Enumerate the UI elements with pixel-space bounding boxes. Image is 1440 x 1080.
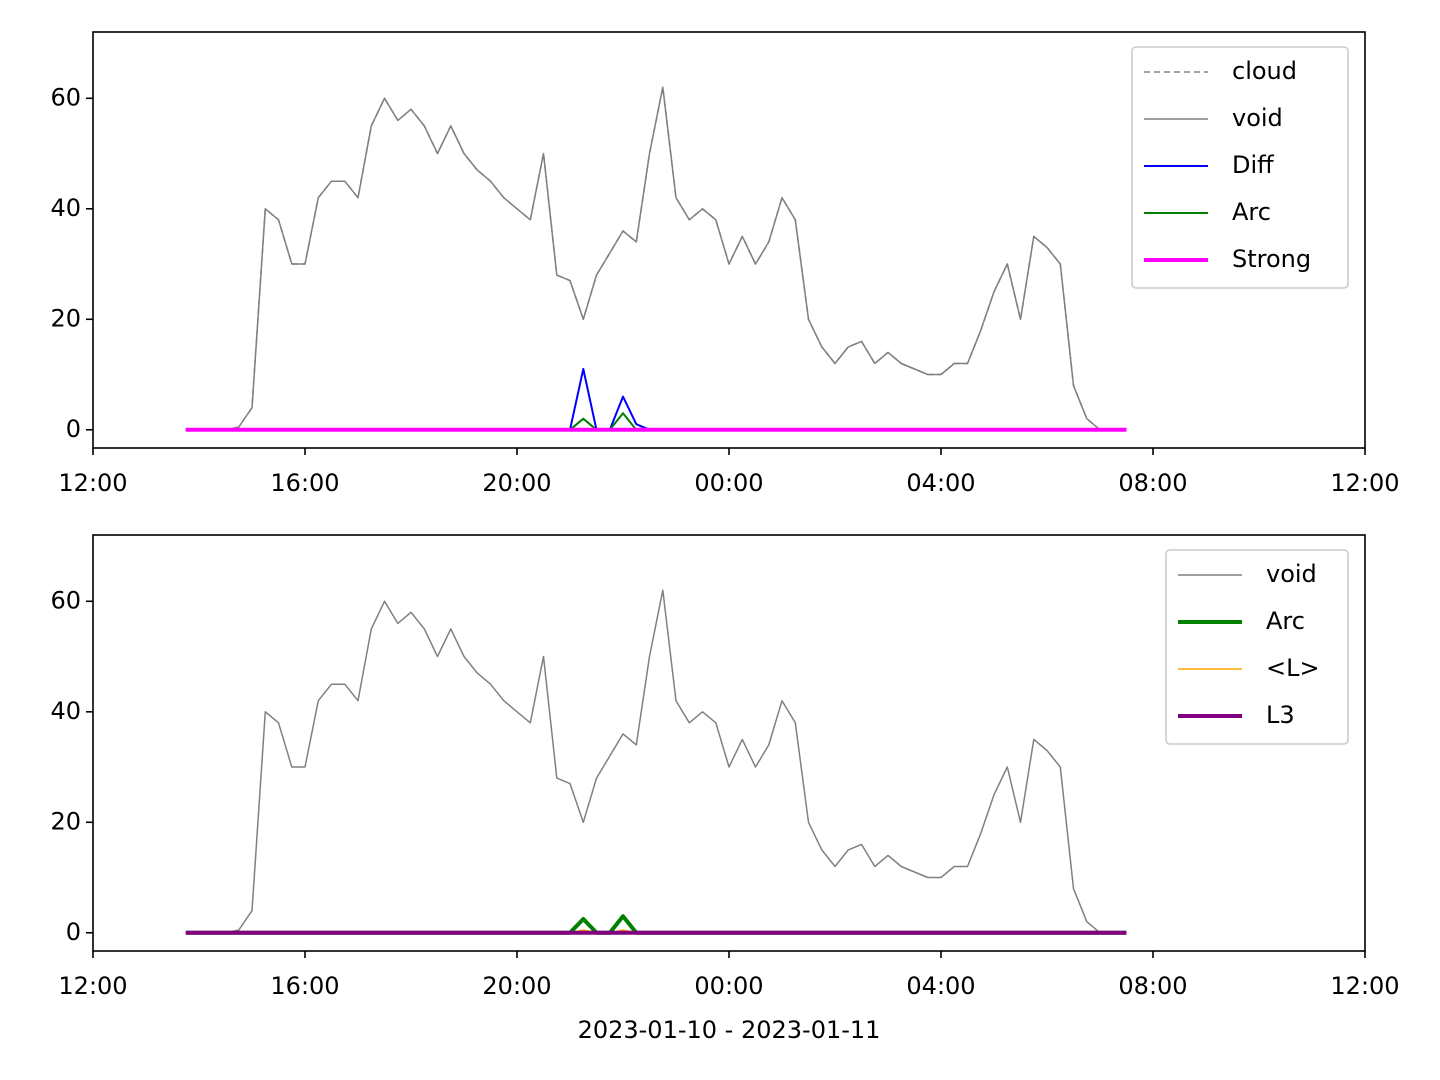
legend-label: Diff xyxy=(1232,151,1274,179)
y-tick-label: 60 xyxy=(50,83,81,111)
legend-box xyxy=(1165,549,1349,745)
series-line xyxy=(185,368,1127,431)
x-tick-label: 04:00 xyxy=(906,972,975,1000)
x-tick-label: 12:00 xyxy=(58,469,127,497)
legend-box xyxy=(1131,46,1349,289)
legend-label: cloud xyxy=(1232,57,1297,85)
x-tick-label: 08:00 xyxy=(1118,469,1187,497)
x-tick-label: 00:00 xyxy=(694,972,763,1000)
y-tick-label: 40 xyxy=(50,697,81,725)
x-tick-label: 12:00 xyxy=(1330,469,1399,497)
series-line xyxy=(185,412,1127,431)
x-tick-label: 08:00 xyxy=(1118,972,1187,1000)
legend-label: Arc xyxy=(1232,198,1271,226)
y-tick-label: 20 xyxy=(50,304,81,332)
series-line xyxy=(185,86,1127,431)
series-line xyxy=(185,589,1127,934)
legend-label: Arc xyxy=(1266,607,1305,635)
series-line xyxy=(185,914,1127,935)
legend-label: Strong xyxy=(1232,245,1311,273)
legend-label: L3 xyxy=(1266,701,1295,729)
legend-label: void xyxy=(1232,104,1283,132)
x-tick-label: 16:00 xyxy=(270,972,339,1000)
x-tick-label: 00:00 xyxy=(694,469,763,497)
y-tick-label: 20 xyxy=(50,807,81,835)
legend-label: <L> xyxy=(1266,654,1320,682)
legend-label: void xyxy=(1266,560,1317,588)
x-tick-label: 20:00 xyxy=(482,972,551,1000)
y-tick-label: 40 xyxy=(50,194,81,222)
x-tick-label: 12:00 xyxy=(58,972,127,1000)
x-tick-label: 12:00 xyxy=(1330,972,1399,1000)
y-tick-label: 0 xyxy=(66,415,81,443)
x-tick-label: 16:00 xyxy=(270,469,339,497)
y-tick-label: 0 xyxy=(66,918,81,946)
x-axis-label: 2023-01-10 - 2023-01-11 xyxy=(578,1016,881,1044)
y-tick-label: 60 xyxy=(50,586,81,614)
x-tick-label: 04:00 xyxy=(906,469,975,497)
series-line xyxy=(185,86,1127,431)
x-tick-label: 20:00 xyxy=(482,469,551,497)
